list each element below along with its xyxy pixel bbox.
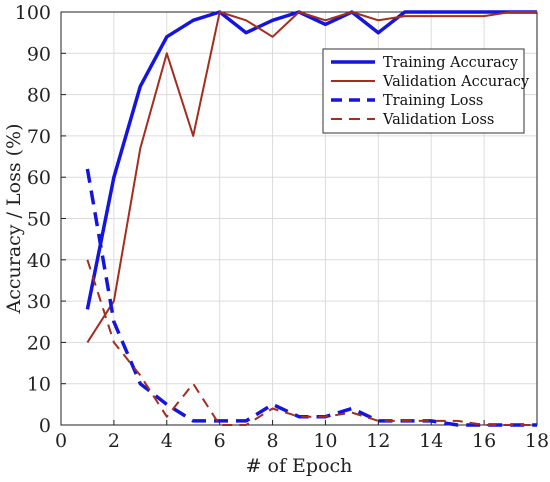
x-axis-label: # of Epoch (246, 455, 353, 477)
y-tick-label: 40 (27, 250, 51, 272)
y-tick-label: 0 (39, 415, 51, 437)
legend: Training Accuracy Validation Accuracy Trai… (322, 48, 530, 134)
y-tick-label: 80 (27, 85, 51, 107)
axis-ticks: 0 2 4 6 8 10 12 14 16 18 0 10 20 30 40 50 60 70 80 90 100 (15, 2, 549, 452)
series-line-training-accuracy (85, 10, 537, 310)
x-tick-label: 2 (108, 430, 120, 452)
x-tick-label: 18 (525, 430, 549, 452)
y-tick-label: 30 (27, 291, 51, 313)
y-axis-label: Accuracy / Loss (%) (3, 124, 25, 315)
x-tick-label: 16 (472, 430, 496, 452)
x-tick-label: 0 (55, 430, 67, 452)
series-lines (85, 10, 537, 427)
x-tick-label: 8 (267, 430, 279, 452)
x-tick-label: 4 (161, 430, 173, 452)
x-tick-label: 10 (313, 430, 337, 452)
y-tick-label: 50 (27, 209, 51, 231)
y-tick-label: 90 (27, 43, 51, 65)
series-line-training-loss (85, 168, 537, 427)
y-tick-label: 100 (15, 2, 51, 24)
y-tick-label: 10 (27, 374, 51, 396)
legend-entry-label: Validation Accuracy (382, 74, 530, 90)
x-tick-label: 6 (214, 430, 226, 452)
y-tick-label: 20 (27, 332, 51, 354)
series-line-validation-accuracy (86, 11, 537, 343)
y-tick-label: 70 (27, 126, 51, 148)
legend-entry-label: Training Accuracy (383, 55, 519, 71)
legend-entry-label: Validation Loss (382, 112, 494, 128)
x-tick-label: 14 (419, 430, 443, 452)
legend-entry-label: Training Loss (383, 93, 483, 109)
y-tick-label: 60 (27, 167, 51, 189)
x-tick-label: 12 (366, 430, 390, 452)
series-line-validation-loss (86, 259, 537, 426)
